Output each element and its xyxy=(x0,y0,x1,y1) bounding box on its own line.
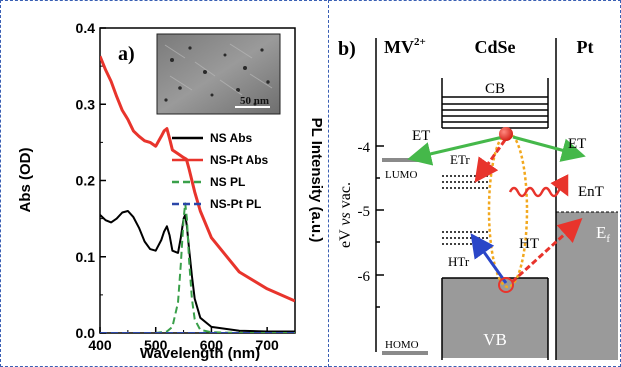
pt-header: Pt xyxy=(577,37,594,57)
legend-entry: NS-Pt PL xyxy=(210,197,261,211)
cdse-header: CdSe xyxy=(474,37,515,57)
chart-legend: NS Abs NS-Pt Abs NS PL NS-Pt PL xyxy=(172,131,269,211)
panel-a-label: a) xyxy=(118,43,135,65)
ht-label: HT xyxy=(519,236,539,252)
y-axis-left-label: Abs (OD) xyxy=(17,148,34,213)
panel-a-chart: 400 500 600 700 0.0 0.1 0.2 0.3 0.4 50 nm a) NS … xyxy=(17,20,325,362)
y-tick-label: 0.1 xyxy=(76,249,96,265)
htr-label: HTr xyxy=(448,254,470,269)
exciton-ellipse xyxy=(487,131,529,289)
legend-entry: NS Abs xyxy=(210,131,253,145)
cb-label: CB xyxy=(485,81,505,97)
ht-arrow xyxy=(510,217,583,284)
et-right-label: ET xyxy=(568,136,586,152)
panel-divider xyxy=(328,0,329,367)
et-left-label: ET xyxy=(412,128,430,144)
y-tick-label: 0.2 xyxy=(76,173,96,189)
y-axis-right-label: PL Intensity (a.u.) xyxy=(308,118,325,243)
et-right-arrow xyxy=(512,135,586,162)
legend-entry: NS PL xyxy=(210,175,245,189)
panel-b-label: b) xyxy=(338,38,356,60)
x-tick-label: 700 xyxy=(255,337,279,353)
hole-trap-states xyxy=(442,231,488,245)
x-tick-label: 600 xyxy=(200,337,224,353)
y-tick-label: 0.0 xyxy=(76,325,96,341)
tick-minus-6: -6 xyxy=(358,269,371,285)
series-line-ns-pl xyxy=(100,202,295,333)
cdse-conduction-band xyxy=(441,78,549,129)
legend-entry: NS-Pt Abs xyxy=(210,153,269,167)
electron-icon xyxy=(499,127,513,141)
ent-label: EnT xyxy=(578,184,604,200)
etr-label: ETr xyxy=(450,152,470,167)
energy-axis-label: eV vs vac. xyxy=(337,182,354,248)
x-tick-label: 400 xyxy=(88,337,112,353)
tick-minus-5: -5 xyxy=(358,204,371,220)
ent-wavy-arrow xyxy=(508,174,569,198)
series-line-ns-pt-abs xyxy=(100,55,295,303)
cdse-valence-band xyxy=(442,278,548,358)
et-left-arrow xyxy=(407,135,504,166)
vb-label: VB xyxy=(483,330,507,349)
etr-arrow xyxy=(474,139,507,183)
x-tick-label: 500 xyxy=(144,337,168,353)
tem-inset-image: 50 nm xyxy=(156,33,281,115)
tick-minus-4: -4 xyxy=(358,140,371,156)
x-axis-label: Wavelength (nm) xyxy=(140,345,260,362)
series-line-ns-abs xyxy=(100,210,295,333)
y-tick-label: 0.4 xyxy=(76,20,96,36)
energy-axis-ticks xyxy=(376,145,384,308)
lumo-label: LUMO xyxy=(385,169,417,181)
homo-label: HOMO xyxy=(385,339,419,351)
ef-label: Ef xyxy=(596,223,610,245)
hole-icon xyxy=(498,277,514,293)
electron-trap-states xyxy=(442,175,488,189)
scale-bar-label: 50 nm xyxy=(240,95,269,107)
htr-arrow xyxy=(470,233,508,284)
mv-header: MV2+ xyxy=(384,36,426,57)
y-tick-label: 0.3 xyxy=(76,96,96,112)
